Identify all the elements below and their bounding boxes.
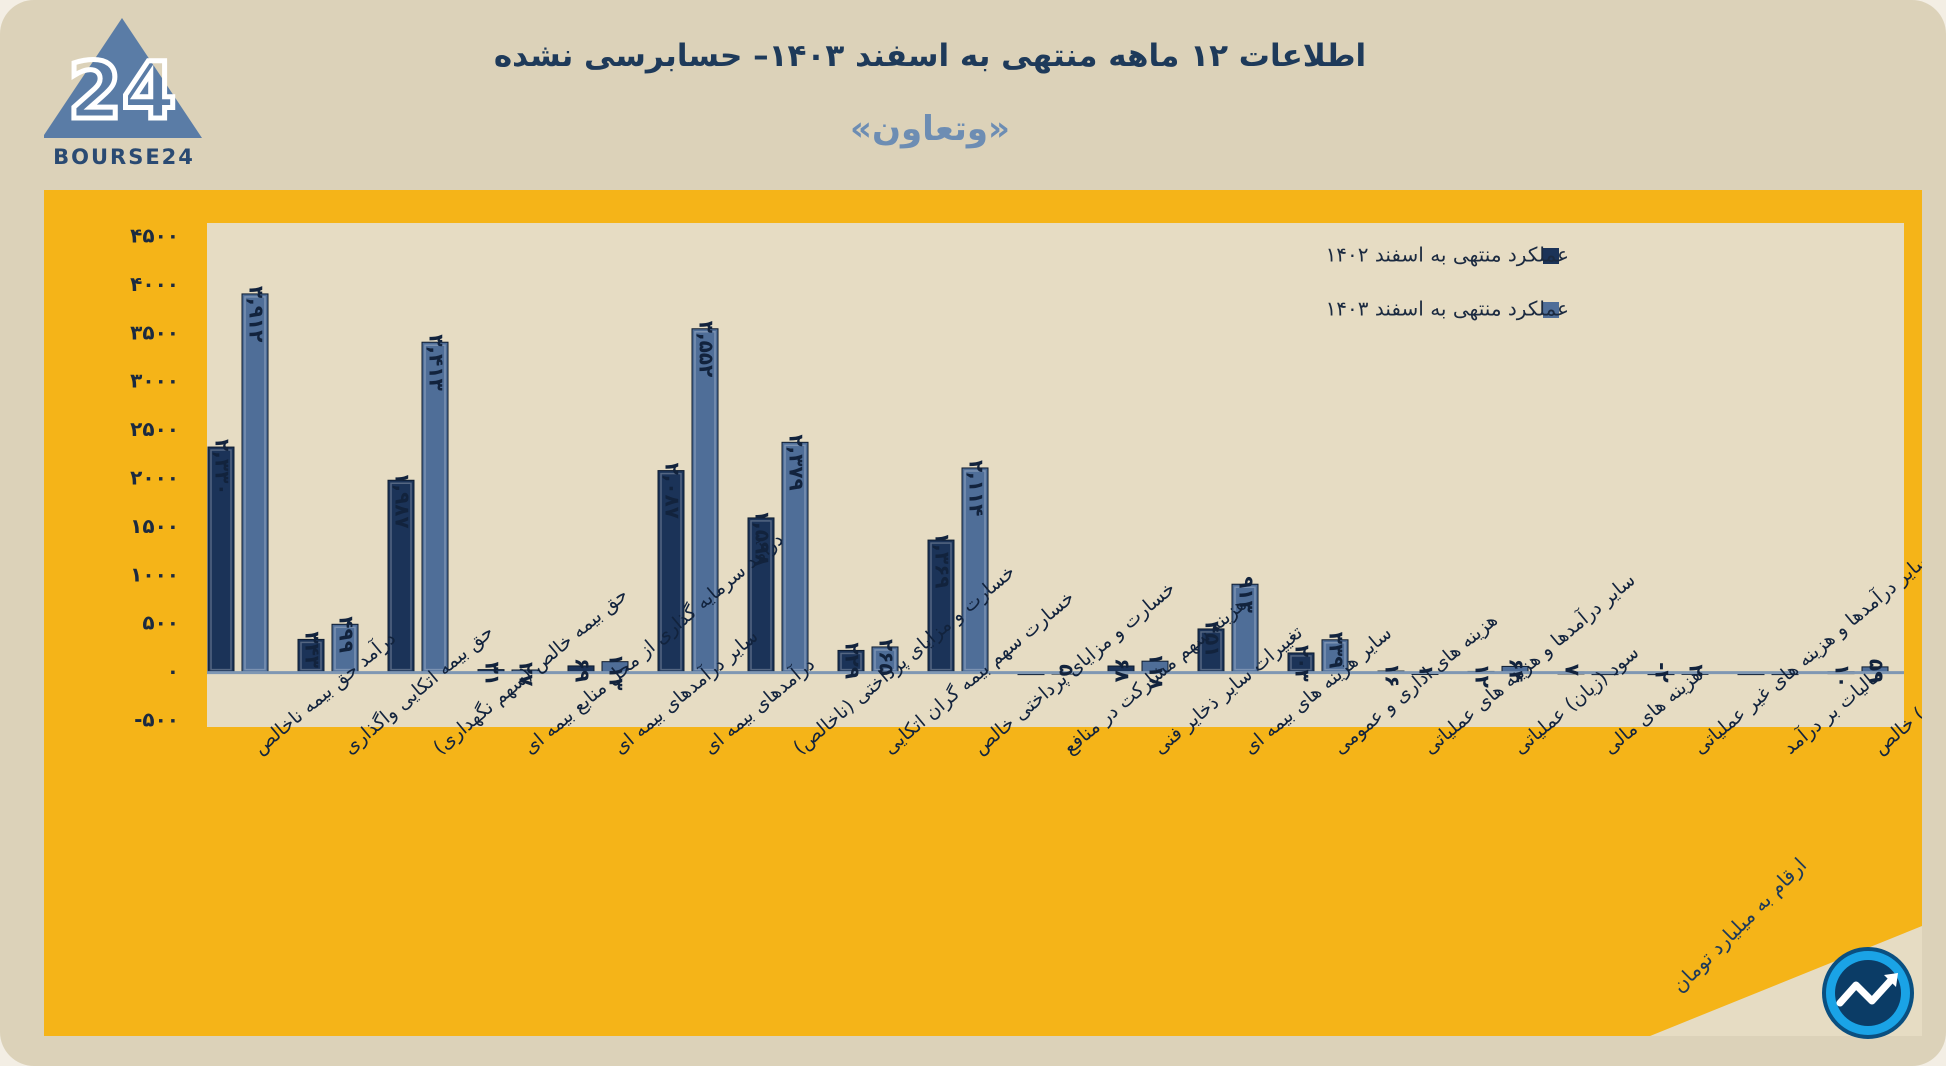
data-label: ۲,۰۸۷ xyxy=(661,463,685,519)
bar-1403 xyxy=(1231,583,1259,674)
bar-chart: -۵۰۰ ۰ ۵۰۰ ۱۰۰۰ ۱۵۰۰ ۲۰۰۰ ۲۵۰۰ ۳۰۰۰ ۳۵۰۰ ۴۰۰۰ ۴۵۰۰… xyxy=(130,223,1922,1036)
data-label: ۴۹۹ xyxy=(335,616,359,653)
legend-label-1402: عملکرد منتهی به اسفند ۱۴۰۲ xyxy=(1326,243,1569,267)
bar-1402 xyxy=(387,479,415,674)
bar-1402 xyxy=(297,638,325,674)
data-label: ۲۰۳ xyxy=(1291,645,1315,682)
y-axis: -۵۰۰ ۰ ۵۰۰ ۱۰۰۰ ۱۵۰۰ ۲۰۰۰ ۲۵۰۰ ۳۰۰۰ ۳۵۰۰ ۴۰۰۰ ۴۵۰۰ xyxy=(130,224,179,732)
data-label: ۱ xyxy=(1415,665,1439,677)
data-label: ۲۷ xyxy=(515,662,539,686)
data-label: ۶۴ xyxy=(1505,658,1529,682)
data-label: ۵۹ xyxy=(1865,659,1889,683)
plot-area xyxy=(207,223,1904,727)
y-tick-label: ۱۵۰۰ xyxy=(130,514,179,538)
legend-swatch-1403 xyxy=(1543,302,1559,318)
trend-logo-icon xyxy=(1822,947,1914,1039)
bar-1403 xyxy=(961,467,989,674)
data-label: ۱۲ xyxy=(1471,663,1495,687)
bar-1403 xyxy=(871,646,899,674)
page-title: اطلاعات ۱۲ ماهه منتهی به اسفند ۱۴۰۳– حسا… xyxy=(493,38,1367,74)
legend-swatch-1402 xyxy=(1543,248,1559,264)
data-label: ۷ xyxy=(1561,664,1585,676)
data-label: ۱۱۳ xyxy=(605,654,629,691)
bar-1402 xyxy=(207,446,235,674)
data-label: ۳۱ xyxy=(481,662,505,686)
data-label: ۲,۱۱۴ xyxy=(965,460,989,516)
data-label: ۴۵۱ xyxy=(1201,621,1225,658)
data-label: ۳۴۳ xyxy=(301,631,325,668)
data-label: ۲ xyxy=(1685,664,1709,676)
data-label: ۳,۵۵۲ xyxy=(695,321,719,377)
logo-text: BOURSE24 xyxy=(53,145,195,169)
data-label: ۱۶ xyxy=(1381,663,1405,687)
data-label: -۲ xyxy=(1651,662,1675,683)
data-label: ۳,۹۱۲ xyxy=(245,286,269,342)
data-label: ۲۲۹ xyxy=(841,642,865,679)
y-tick-label: ۳۰۰۰ xyxy=(130,369,179,393)
data-label: ۹۱۳ xyxy=(1235,576,1259,613)
bars-layer xyxy=(207,293,1889,676)
data-label: ۲,۳۷۹ xyxy=(785,434,809,490)
bourse24-logo: 24 BOURSE24 xyxy=(44,18,202,169)
unit-note: ارقام به میلیارد تومان xyxy=(1667,853,1811,997)
data-label: ۱,۹۸۷ xyxy=(391,472,415,528)
data-label: ۱,۵۹۸ xyxy=(751,510,775,566)
bar-1403 xyxy=(421,341,449,674)
y-tick-label: ۱۰۰۰ xyxy=(130,562,179,586)
y-tick-label: ۴۵۰۰ xyxy=(130,224,179,248)
y-tick-label: ۴۰۰۰ xyxy=(130,272,179,296)
bar-1403 xyxy=(1321,639,1349,674)
data-label: ۱۰ xyxy=(1831,664,1855,688)
data-label: ۶۹ xyxy=(571,658,595,682)
y-tick-label: -۵۰۰ xyxy=(134,708,179,732)
bar-1402 xyxy=(927,539,955,674)
y-tick-label: ۲۵۰۰ xyxy=(130,417,179,441)
y-tick-label: ۲۰۰۰ xyxy=(130,466,179,490)
data-label: ۵ xyxy=(1055,664,1079,676)
legend: عملکرد منتهی به اسفند ۱۴۰۲ عملکرد منتهی … xyxy=(1326,243,1569,321)
bar-1403 xyxy=(241,293,269,674)
y-tick-label: ۰ xyxy=(167,659,179,683)
logo-numeral: 24 xyxy=(68,47,177,137)
bar-1403 xyxy=(691,328,719,674)
logo-triangle xyxy=(44,18,202,138)
data-label: ۳,۴۱۳ xyxy=(425,334,449,390)
bar-1403 xyxy=(781,441,809,674)
data-label: ۱,۳۶۹ xyxy=(931,532,955,588)
legend-label-1403: عملکرد منتهی به اسفند ۱۴۰۳ xyxy=(1326,297,1569,321)
data-label: ۳۳۹ xyxy=(1325,632,1349,669)
data-label: ۱۱۸ xyxy=(1145,653,1169,690)
y-tick-label: ۵۰۰ xyxy=(142,611,179,635)
bar-1403 xyxy=(331,623,359,674)
data-label: ۲,۳۳۰ xyxy=(211,439,235,495)
bar-1402 xyxy=(657,470,685,674)
chart-panel: -۵۰۰ ۰ ۵۰۰ ۱۰۰۰ ۱۵۰۰ ۲۰۰۰ ۲۵۰۰ ۳۰۰۰ ۳۵۰۰ ۴۰۰۰ ۴۵۰۰… xyxy=(44,190,1922,1036)
bar-1402 xyxy=(1197,628,1225,674)
data-label: ۶۸ xyxy=(1111,658,1135,682)
page-subtitle: «وتعاون» xyxy=(850,109,1010,149)
data-label: ۲۶۵ xyxy=(875,639,899,676)
y-tick-label: ۳۵۰۰ xyxy=(130,320,179,344)
